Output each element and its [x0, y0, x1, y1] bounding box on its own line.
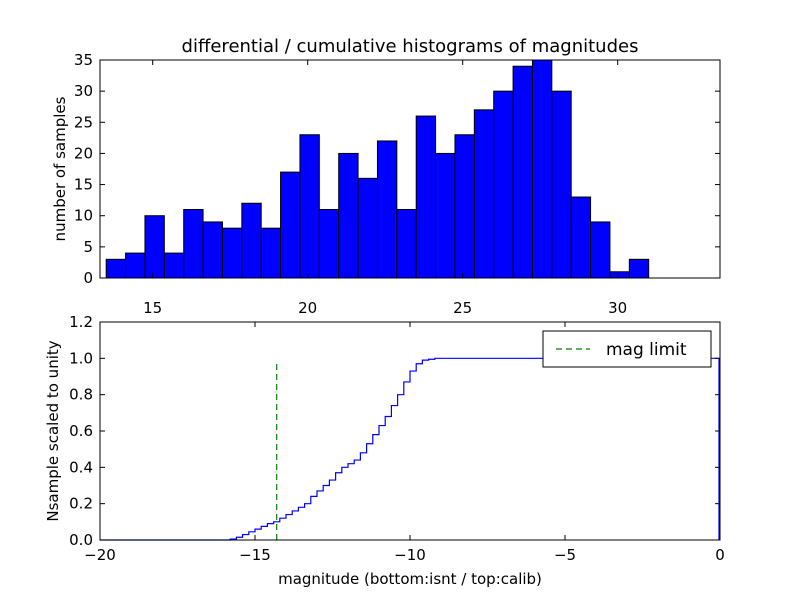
histogram-bar — [144, 215, 165, 279]
top-x-ticks: 15 20 25 30 — [143, 60, 627, 317]
bottom-y-tick-label: 1.2 — [69, 313, 93, 331]
legend-mag-limit-label: mag limit — [606, 340, 687, 360]
histogram-bar — [376, 140, 398, 279]
top-x-tick-label: 25 — [453, 299, 472, 317]
histogram-bar — [299, 134, 320, 279]
top-y-tick-label: 5 — [83, 238, 93, 256]
bottom-x-tick-label: −15 — [239, 546, 271, 564]
histogram-bar — [125, 252, 146, 279]
bottom-x-tick-label: 0 — [715, 546, 725, 564]
bottom-y-tick-label: 0.0 — [69, 531, 93, 549]
histogram-bar — [183, 208, 204, 279]
top-y-tick-label: 15 — [74, 176, 93, 194]
top-y-tick-label: 25 — [74, 113, 93, 131]
histogram-bar — [241, 202, 262, 279]
histogram-bar — [551, 90, 572, 279]
bottom-y-tick-label: 1.0 — [69, 349, 93, 367]
histogram-bar — [435, 152, 456, 279]
bottom-y-tick-label: 0.6 — [69, 422, 93, 440]
histogram-bars — [105, 59, 650, 279]
bottom-x-tick-label: −5 — [554, 546, 576, 564]
histogram-bar — [163, 252, 185, 279]
histogram-bar — [357, 177, 378, 279]
top-y-tick-label: 30 — [74, 82, 93, 100]
histogram-bar — [473, 109, 495, 279]
bottom-y-tick-label: 0.2 — [69, 495, 93, 513]
chart-title: differential / cumulative histograms of … — [182, 36, 639, 57]
legend: mag limit — [542, 330, 712, 368]
bottom-x-tick-label: −10 — [394, 546, 426, 564]
histogram-bar — [338, 152, 359, 279]
histogram-bar — [609, 271, 630, 279]
top-x-tick-label: 20 — [298, 299, 317, 317]
histogram-bar — [493, 90, 514, 279]
histogram-bar — [628, 258, 650, 279]
histogram-bar — [221, 227, 243, 279]
top-y-tick-label: 35 — [74, 51, 93, 69]
bottom-x-axis-label: magnitude (bottom:isnt / top:calib) — [278, 570, 542, 588]
cumulative-lines — [100, 357, 720, 541]
bottom-y-ticks: 0.0 0.2 0.4 0.6 0.8 1.0 1.2 — [69, 313, 720, 549]
top-y-ticks: 0 5 10 15 20 25 30 35 — [74, 51, 720, 287]
bottom-y-axis-label: Nsample scaled to unity — [44, 340, 62, 521]
bottom-y-tick-label: 0.4 — [69, 458, 93, 476]
bottom-y-tick-label: 0.8 — [69, 386, 93, 404]
cumulative-step-line — [100, 357, 720, 541]
histogram-bar — [105, 258, 127, 279]
histogram-chart: differential / cumulative histograms of … — [51, 36, 721, 317]
bottom-x-tick-label: −20 — [84, 546, 116, 564]
top-x-tick-label: 30 — [608, 299, 627, 317]
histogram-bar — [260, 227, 282, 279]
histogram-bar — [202, 221, 223, 279]
histogram-bar — [512, 65, 533, 279]
top-y-tick-label: 10 — [74, 207, 93, 225]
histogram-bar — [318, 208, 340, 279]
histogram-bar — [590, 221, 611, 279]
top-y-tick-label: 20 — [74, 144, 93, 162]
top-axes-frame — [99, 59, 721, 279]
histogram-bar — [454, 134, 475, 279]
histogram-bar — [280, 171, 301, 279]
cumulative-chart: −20 −15 −10 −5 0 0.0 0.2 0.4 0.6 0.8 1.0 1.2 magni… — [44, 313, 725, 588]
top-y-axis-label: number of samples — [51, 96, 69, 241]
histogram-bar — [531, 59, 553, 279]
histogram-bar — [570, 196, 592, 279]
histogram-bar — [396, 208, 417, 279]
bottom-x-ticks: −20 −15 −10 −5 0 — [84, 322, 725, 564]
top-y-tick-label: 0 — [83, 269, 93, 287]
top-x-tick-label: 15 — [143, 299, 162, 317]
histogram-bar — [415, 115, 437, 279]
